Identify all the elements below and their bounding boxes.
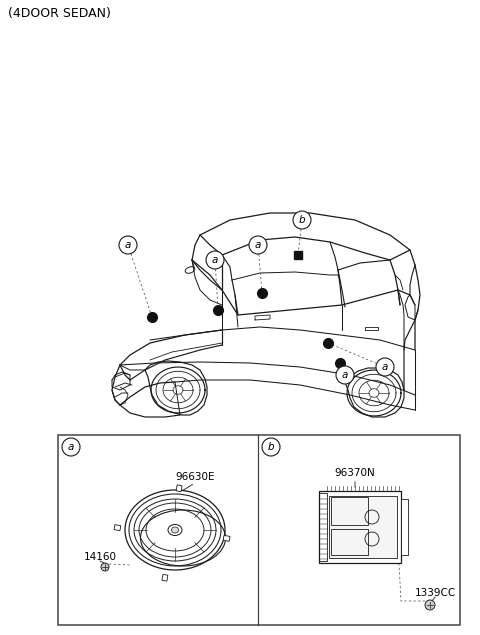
Text: (4DOOR SEDAN): (4DOOR SEDAN)	[8, 7, 111, 20]
Circle shape	[101, 563, 109, 571]
Text: b: b	[299, 215, 305, 225]
Text: b: b	[268, 442, 274, 452]
Circle shape	[62, 438, 80, 456]
Text: 14160: 14160	[84, 552, 117, 562]
Text: a: a	[342, 370, 348, 380]
Circle shape	[336, 366, 354, 384]
Bar	[331, 497, 368, 525]
Ellipse shape	[171, 527, 179, 533]
Bar	[162, 575, 168, 581]
Bar	[319, 493, 327, 561]
Circle shape	[206, 251, 224, 269]
Circle shape	[262, 438, 280, 456]
Bar	[223, 535, 230, 541]
Circle shape	[119, 236, 137, 254]
Circle shape	[249, 236, 267, 254]
Text: a: a	[212, 255, 218, 265]
Bar	[331, 529, 368, 555]
Bar	[401, 499, 408, 555]
Text: a: a	[125, 240, 131, 250]
Text: 96630E: 96630E	[175, 472, 215, 482]
Circle shape	[376, 358, 394, 376]
Text: a: a	[255, 240, 261, 250]
Bar	[176, 485, 182, 491]
Bar	[329, 496, 397, 558]
Bar	[114, 525, 121, 531]
Bar	[319, 491, 401, 563]
Text: a: a	[382, 362, 388, 372]
Circle shape	[425, 600, 435, 610]
Text: 96370N: 96370N	[335, 468, 375, 478]
Circle shape	[293, 211, 311, 229]
Bar	[58, 435, 460, 625]
Text: a: a	[68, 442, 74, 452]
Text: 1339CC: 1339CC	[414, 588, 456, 598]
